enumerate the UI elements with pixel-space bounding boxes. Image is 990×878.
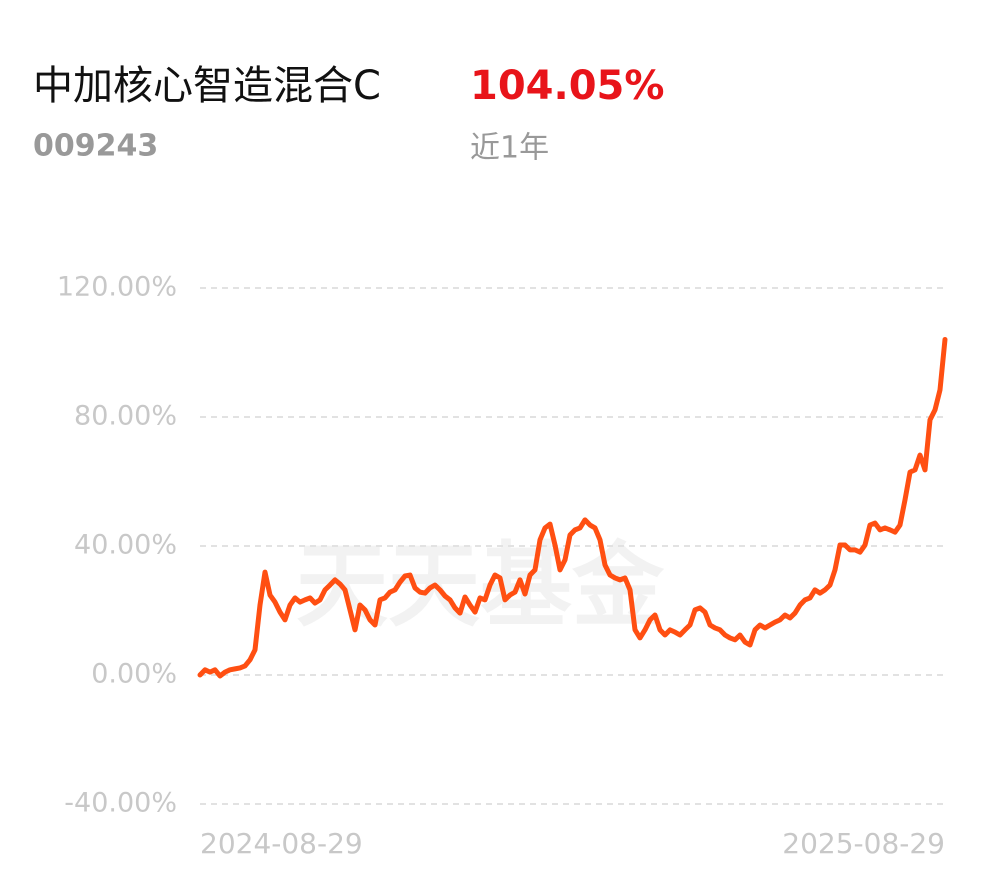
- fund-code: 009243: [33, 129, 158, 164]
- y-tick-label: 40.00%: [74, 530, 177, 561]
- chart-title: 中加核心智造混合C: [33, 63, 381, 109]
- x-tick-label: 2024-08-29: [200, 827, 363, 860]
- x-tick-label: 2025-08-29: [782, 827, 945, 860]
- y-tick-label: -40.00%: [64, 788, 177, 819]
- line: [197, 336, 948, 679]
- return-value: 104.05%: [470, 63, 664, 109]
- period: 近1年: [470, 131, 549, 166]
- y-tick-label: 0.00%: [91, 659, 177, 690]
- y-tick-label: 80.00%: [74, 401, 177, 432]
- y-tick-label: 120.00%: [57, 272, 177, 303]
